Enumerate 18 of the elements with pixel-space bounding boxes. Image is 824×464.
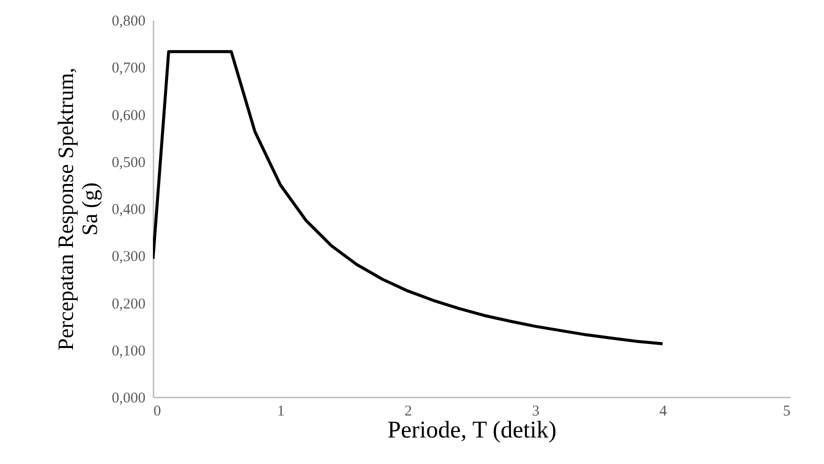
y-tick-label: 0,200 [112, 296, 146, 312]
x-tick-label: 0 [154, 404, 161, 420]
y-tick-label: 0,100 [112, 343, 146, 360]
y-tick-label: 0,300 [112, 249, 146, 266]
y-tick-label: 0,400 [112, 202, 146, 218]
x-tick-label: 2 [404, 404, 412, 420]
y-tick-label: 0,500 [112, 154, 146, 171]
y-tick-label: 0,000 [112, 390, 146, 406]
x-axis-title: Periode, T (detik) [387, 418, 557, 444]
y-tick-label: 0,600 [112, 108, 146, 124]
x-tick-label: 3 [532, 404, 540, 420]
x-tick-label: 1 [277, 404, 285, 420]
y-tick-label: 0,700 [112, 60, 146, 77]
x-tick-label: 4 [659, 404, 668, 420]
x-tick-label: 5 [783, 404, 790, 420]
line-series [153, 50, 664, 346]
y-tick-label: 0,800 [112, 14, 146, 30]
y-axis-title: Percepatan Response Spektrum, Sa (g) [52, 68, 102, 350]
